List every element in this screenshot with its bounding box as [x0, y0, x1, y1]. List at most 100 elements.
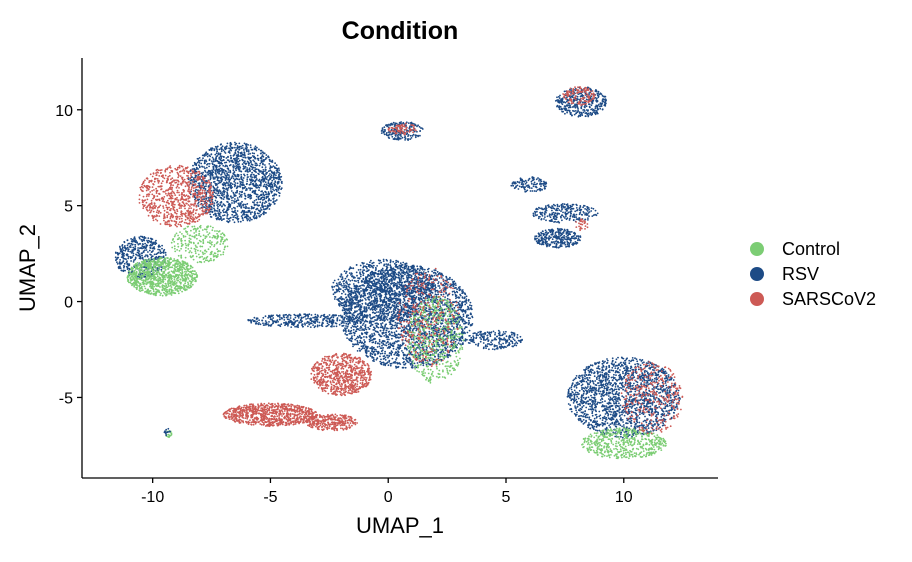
data-point	[369, 301, 371, 304]
data-point	[399, 309, 401, 311]
data-point	[432, 288, 435, 290]
data-point	[377, 286, 380, 289]
data-point	[425, 376, 428, 379]
data-point	[394, 316, 396, 319]
data-point	[388, 333, 391, 335]
data-point	[412, 356, 415, 358]
data-point	[460, 336, 463, 338]
data-point	[407, 345, 409, 348]
data-point	[370, 339, 373, 342]
data-point	[412, 303, 415, 306]
data-point	[379, 280, 381, 282]
data-point	[344, 305, 346, 308]
data-point	[396, 311, 399, 314]
data-point	[446, 315, 449, 318]
data-point	[349, 294, 352, 297]
data-point	[432, 316, 435, 319]
data-point	[449, 299, 452, 301]
data-point	[440, 307, 443, 310]
data-point	[360, 345, 363, 348]
data-point	[354, 330, 357, 333]
data-point	[442, 311, 445, 314]
data-point	[367, 350, 370, 352]
data-point	[409, 359, 412, 361]
data-point	[433, 352, 436, 354]
data-point	[456, 324, 459, 327]
data-point	[467, 299, 470, 302]
data-point	[407, 283, 410, 285]
data-point	[427, 270, 430, 273]
data-point	[412, 346, 415, 349]
data-point	[407, 347, 410, 350]
data-point	[427, 304, 429, 307]
data-point	[393, 281, 396, 284]
data-point	[401, 275, 404, 277]
data-point	[424, 279, 427, 282]
data-point	[419, 351, 422, 354]
data-point	[343, 387, 346, 390]
data-point	[365, 299, 367, 301]
data-point	[417, 333, 420, 335]
data-point	[363, 347, 366, 350]
data-point	[349, 359, 351, 362]
data-point	[361, 324, 364, 326]
data-point	[456, 359, 459, 362]
data-point	[457, 320, 459, 322]
data-point	[437, 305, 440, 308]
data-point	[389, 290, 392, 293]
data-point	[456, 321, 458, 324]
data-point	[422, 340, 424, 342]
data-point	[460, 306, 463, 309]
data-point	[357, 313, 360, 315]
data-point	[404, 273, 406, 276]
data-point	[405, 280, 407, 283]
data-point	[344, 372, 347, 374]
data-point	[379, 292, 381, 295]
data-point	[406, 360, 409, 363]
data-point	[369, 314, 371, 316]
data-point	[450, 335, 453, 338]
data-point	[394, 264, 397, 267]
data-point	[355, 378, 358, 381]
data-point	[365, 328, 368, 331]
data-point	[439, 321, 442, 323]
data-point	[384, 315, 386, 318]
data-point	[398, 302, 401, 305]
data-point	[432, 304, 434, 306]
data-point	[400, 307, 403, 310]
point-cluster-sarscov2	[310, 352, 372, 397]
data-point	[467, 323, 470, 326]
data-point	[354, 306, 356, 308]
data-point	[401, 350, 403, 352]
data-point	[445, 334, 448, 336]
data-point	[389, 364, 392, 367]
data-point	[430, 326, 432, 328]
data-point	[372, 326, 375, 329]
data-point	[439, 314, 442, 317]
data-point	[363, 313, 366, 316]
data-point	[385, 263, 388, 265]
data-point	[442, 349, 445, 351]
data-point	[434, 332, 437, 335]
data-point	[367, 326, 370, 329]
data-point	[519, 335, 522, 338]
data-point	[412, 264, 415, 267]
data-point	[341, 360, 344, 363]
data-point	[382, 299, 385, 302]
data-point	[369, 266, 371, 268]
data-point	[415, 305, 418, 307]
data-point	[510, 340, 513, 342]
data-point	[394, 327, 397, 330]
data-point	[332, 364, 335, 366]
data-point	[493, 348, 496, 351]
data-point	[471, 338, 474, 341]
data-point	[367, 283, 370, 286]
data-point	[346, 288, 348, 290]
data-point	[428, 330, 431, 333]
data-point	[407, 357, 409, 360]
data-point	[431, 363, 434, 366]
data-point	[438, 376, 441, 378]
data-point	[407, 332, 409, 334]
data-point	[352, 312, 355, 314]
